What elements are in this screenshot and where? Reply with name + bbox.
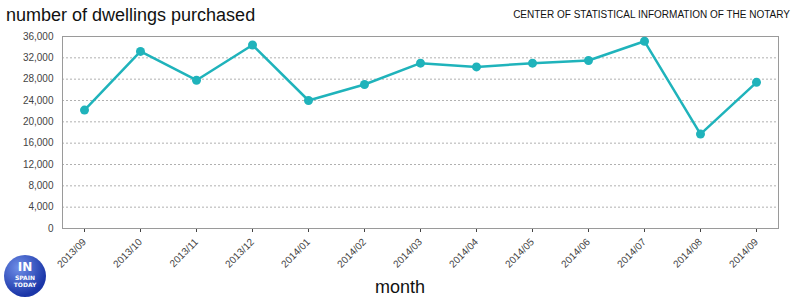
html-text:IN: IN: [17, 260, 33, 274]
html-text:number of dwellings purchased: number of dwellings purchased: [6, 5, 256, 25]
svg-text:36,000: 36,000: [23, 31, 54, 42]
html-text:TODAY: TODAY: [13, 281, 37, 288]
svg-text:2013/11: 2013/11: [167, 236, 200, 269]
svg-text:28,000: 28,000: [23, 73, 54, 84]
svg-text:32,000: 32,000: [23, 52, 54, 63]
svg-text:2013/10: 2013/10: [111, 236, 145, 270]
svg-text:2013/09: 2013/09: [55, 236, 89, 270]
svg-text:2014/09: 2014/09: [727, 236, 761, 270]
html-text:CENTER OF STATISTICAL INFORMAT: CENTER OF STATISTICAL INFORMATION OF THE…: [513, 9, 790, 20]
svg-text:4,000: 4,000: [28, 201, 53, 212]
svg-text:2014/05: 2014/05: [503, 236, 537, 270]
html-text:SPAIN: SPAIN: [15, 274, 35, 281]
svg-text:24,000: 24,000: [23, 95, 54, 106]
html-text:month: month: [375, 277, 425, 297]
svg-text:2014/06: 2014/06: [559, 236, 593, 270]
svg-text:2014/03: 2014/03: [391, 236, 425, 270]
svg-text:8,000: 8,000: [28, 180, 53, 191]
svg-text:2013/12: 2013/12: [223, 236, 257, 270]
svg-text:2014/02: 2014/02: [335, 236, 369, 270]
svg-text:2014/04: 2014/04: [447, 236, 481, 270]
svg-text:2014/08: 2014/08: [671, 236, 705, 270]
svg-text:2014/07: 2014/07: [615, 236, 649, 270]
svg-text:2014/01: 2014/01: [279, 236, 313, 270]
svg-text:12,000: 12,000: [23, 159, 54, 170]
svg-text:0: 0: [48, 223, 54, 234]
svg-text:16,000: 16,000: [23, 137, 54, 148]
svg-text:20,000: 20,000: [23, 116, 54, 127]
